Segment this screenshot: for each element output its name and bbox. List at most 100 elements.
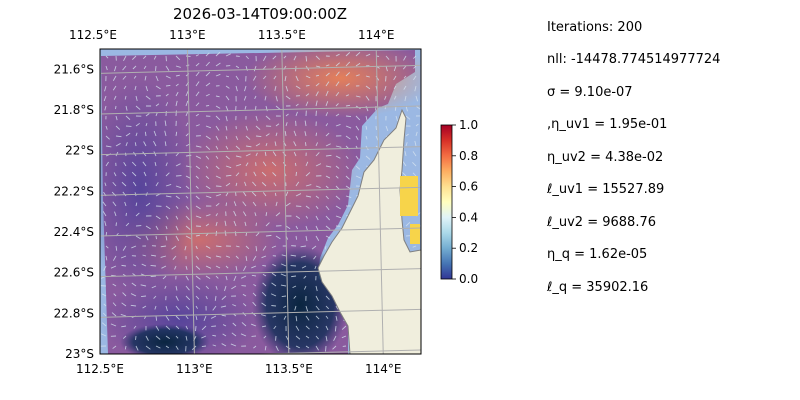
velocity-arrow — [165, 305, 168, 312]
velocity-arrow — [122, 191, 127, 197]
velocity-arrow — [315, 65, 321, 68]
velocity-arrow — [115, 245, 118, 251]
velocity-arrow — [195, 285, 201, 290]
velocity-arrow — [112, 85, 117, 91]
velocity-arrow — [275, 201, 278, 207]
velocity-arrow — [165, 335, 170, 339]
velocity-arrow — [145, 225, 151, 230]
velocity-arrow — [151, 285, 157, 289]
velocity-arrow — [325, 165, 332, 168]
velocity-arrow — [105, 245, 109, 249]
velocity-arrow — [412, 151, 417, 157]
velocity-arrow — [245, 125, 249, 131]
velocity-arrow — [365, 75, 370, 78]
velocity-arrow — [305, 93, 310, 97]
velocity-arrow — [185, 335, 188, 341]
velocity-arrow — [205, 245, 211, 249]
velocity-arrow — [335, 195, 341, 200]
velocity-arrow — [195, 155, 202, 159]
velocity-arrow — [102, 201, 107, 207]
velocity-arrow — [365, 53, 371, 57]
velocity-arrow — [165, 345, 170, 349]
velocity-arrow — [145, 95, 151, 100]
velocity-arrow — [185, 195, 189, 199]
velocity-arrow — [315, 295, 320, 302]
velocity-arrow — [123, 55, 127, 62]
velocity-arrow — [103, 95, 107, 102]
velocity-arrow — [125, 212, 127, 217]
velocity-arrow — [205, 71, 211, 77]
y-tick-label: 22.2°S — [54, 184, 94, 198]
velocity-arrow — [175, 152, 180, 157]
velocity-arrow — [205, 165, 209, 169]
velocity-arrow — [212, 334, 217, 337]
x-ticks-top: 112.5°E 113°E 113.5°E 114°E — [69, 28, 394, 42]
velocity-arrow — [165, 215, 169, 220]
velocity-arrow — [245, 245, 250, 250]
velocity-arrow — [221, 343, 227, 347]
velocity-arrow — [155, 75, 159, 82]
velocity-arrow — [241, 275, 247, 279]
velocity-arrow — [185, 90, 189, 97]
nll-text: nll: -14478.774514977724 — [547, 52, 721, 67]
velocity-arrow — [270, 293, 277, 297]
velocity-arrow — [325, 72, 330, 77]
velocity-arrow — [240, 333, 247, 337]
velocity-arrow — [264, 151, 267, 157]
velocity-arrow — [235, 155, 242, 158]
velocity-arrow — [233, 275, 237, 282]
velocity-arrow — [103, 265, 107, 271]
velocity-arrow — [262, 161, 267, 167]
velocity-arrow — [185, 235, 191, 239]
velocity-arrow — [304, 131, 307, 137]
velocity-arrow — [112, 345, 117, 349]
velocity-arrow — [133, 264, 137, 267]
warm-region-mid — [180, 110, 360, 230]
velocity-arrow — [325, 335, 328, 342]
velocity-arrow — [125, 115, 131, 120]
velocity-arrow — [153, 130, 157, 137]
velocity-arrow — [404, 151, 407, 157]
velocity-arrow — [195, 71, 200, 77]
velocity-arrow — [215, 255, 222, 258]
velocity-arrow — [185, 315, 189, 320]
velocity-arrow — [215, 202, 220, 207]
velocity-arrow — [105, 65, 108, 71]
velocity-arrow — [281, 295, 287, 298]
velocity-arrow — [175, 55, 181, 61]
velocity-arrow — [412, 172, 417, 177]
velocity-arrow — [272, 263, 277, 267]
velocity-arrow — [105, 255, 108, 261]
velocity-arrow — [265, 143, 268, 147]
velocity-arrow — [235, 135, 239, 141]
velocity-arrow — [132, 65, 137, 70]
velocity-arrow — [235, 65, 240, 69]
velocity-arrow — [325, 81, 330, 87]
velocity-arrow — [153, 140, 157, 147]
velocity-arrow — [220, 305, 227, 308]
velocity-arrow — [375, 135, 379, 141]
velocity-arrow — [335, 124, 341, 127]
map-axes: 112.5°E 113°E 113.5°E 114°E 112.5°E 113°E 113… — [54, 28, 422, 376]
y-tick-label: 22.6°S — [54, 266, 94, 280]
velocity-arrow — [291, 275, 297, 278]
velocity-arrow — [365, 115, 368, 121]
velocity-arrow — [242, 211, 247, 217]
velocity-arrow — [345, 83, 350, 87]
velocity-arrow — [403, 55, 407, 61]
velocity-arrow — [245, 232, 248, 237]
velocity-arrow — [345, 104, 351, 107]
velocity-arrow — [124, 345, 127, 350]
velocity-arrow — [105, 125, 108, 130]
velocity-arrow — [175, 205, 179, 209]
velocity-arrow — [175, 325, 180, 330]
ell-uv2-text: ℓ_uv2 = 9688.76 — [547, 215, 656, 230]
velocity-arrow — [235, 163, 242, 167]
velocity-arrow — [263, 335, 267, 339]
velocity-arrow — [285, 225, 291, 230]
velocity-arrow — [355, 62, 361, 67]
cool-region-w — [100, 80, 195, 300]
velocity-arrow — [175, 131, 178, 137]
velocity-arrow — [263, 85, 267, 90]
velocity-arrow — [393, 65, 397, 72]
